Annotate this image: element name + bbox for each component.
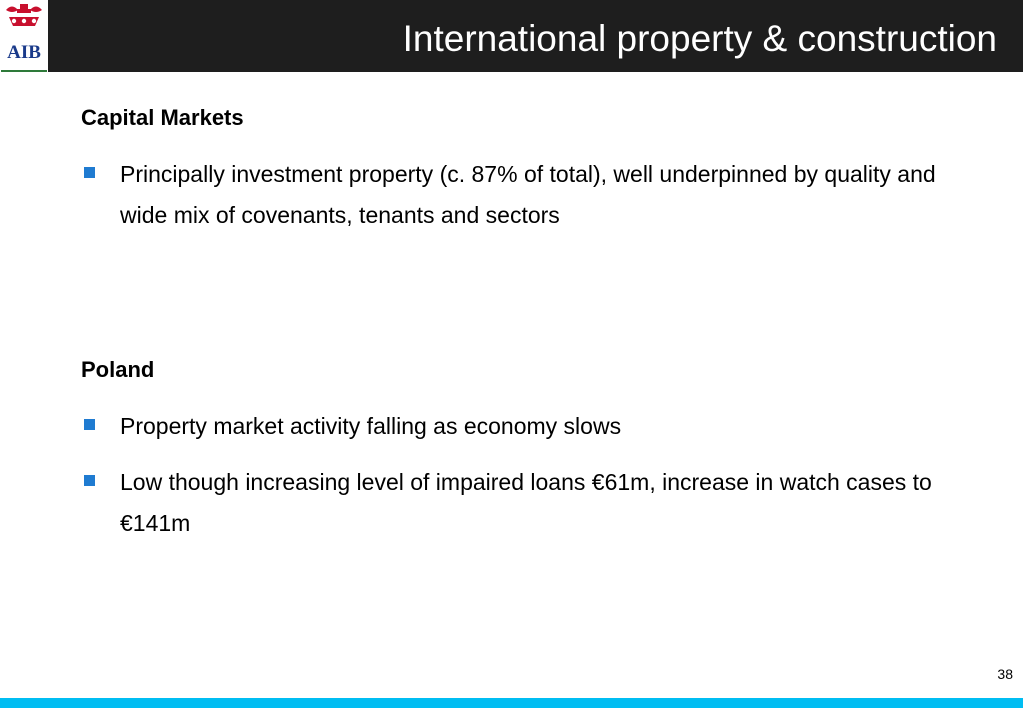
- bullet-text: Property market activity falling as econ…: [120, 413, 622, 439]
- square-bullet-icon: [84, 419, 95, 430]
- slide-title: International property & construction: [402, 18, 997, 59]
- logo-text: AIB: [7, 42, 41, 63]
- slide-header: AIB International property & constructio…: [0, 0, 1023, 72]
- bullet-text: Principally investment property (c. 87% …: [120, 161, 936, 228]
- bullet-item: Property market activity falling as econ…: [81, 406, 961, 447]
- square-bullet-icon: [84, 167, 95, 178]
- bullet-item: Low though increasing level of impaired …: [81, 462, 961, 544]
- section-heading-poland: Poland: [81, 357, 155, 382]
- footer-bar: [0, 698, 1023, 708]
- bullet-item: Principally investment property (c. 87% …: [81, 154, 961, 236]
- section-heading-capital-markets: Capital Markets: [81, 105, 244, 130]
- square-bullet-icon: [84, 475, 95, 486]
- bullet-text: Low though increasing level of impaired …: [120, 469, 932, 536]
- ark-emblem-icon: AIB: [6, 4, 42, 63]
- page-number: 38: [997, 666, 1013, 682]
- aib-logo: AIB: [0, 0, 48, 72]
